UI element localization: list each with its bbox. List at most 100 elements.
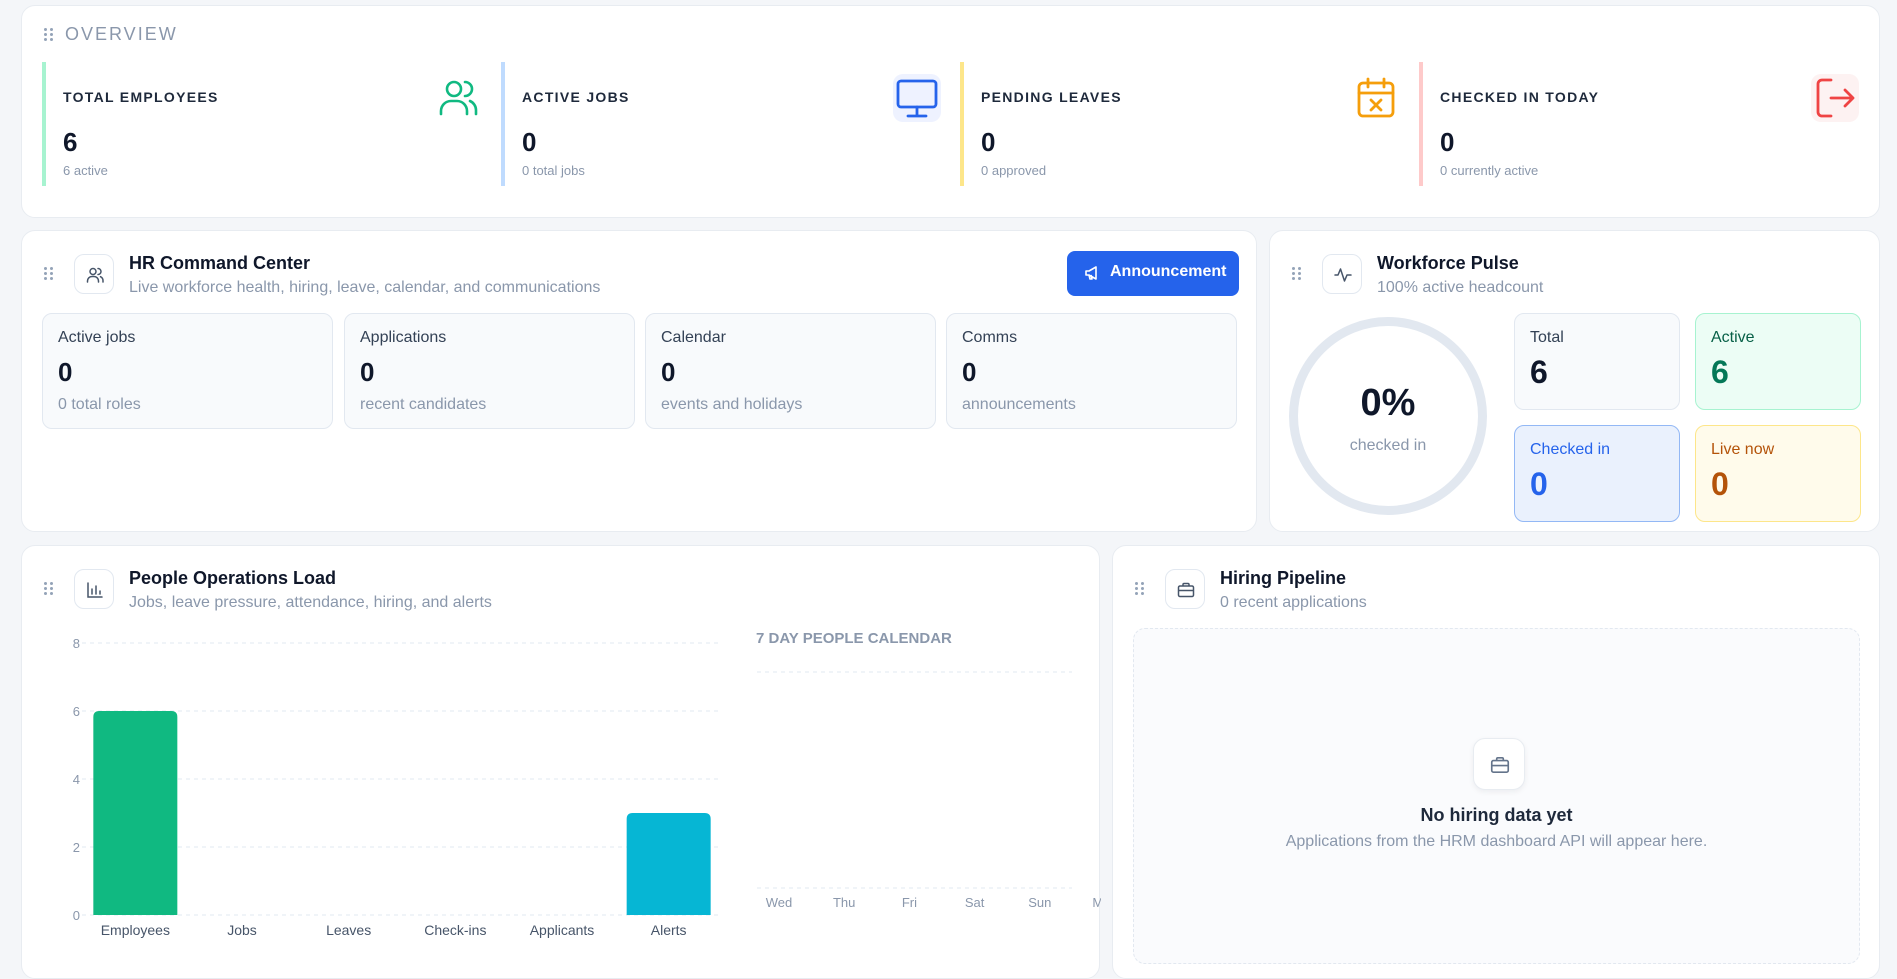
section-title: Hiring Pipeline — [1220, 568, 1347, 588]
drag-handle-icon[interactable] — [1135, 582, 1145, 596]
metric-label: Applications — [360, 329, 447, 346]
stat-pending-leaves[interactable]: PENDING LEAVES 0 0 approved — [960, 62, 1400, 186]
metric-sub: announcements — [962, 396, 1076, 413]
y-tick-label: 0 — [73, 908, 80, 923]
stat-checked-in-today[interactable]: CHECKED IN TODAY 0 0 currently active — [1419, 62, 1859, 186]
tile-value: 6 — [1711, 354, 1729, 390]
stat-sub: 0 approved — [981, 163, 1047, 178]
drag-handle-icon[interactable] — [44, 582, 54, 596]
logout-icon — [1811, 74, 1859, 122]
tile-total: Total 6 — [1514, 313, 1680, 410]
hiring-pipeline: Hiring Pipeline 0 recent applications No… — [1112, 545, 1880, 979]
users-icon — [434, 74, 482, 122]
x-tick-label: Check-ins — [424, 922, 486, 938]
hr-command-center: HR Command Center Live workforce health,… — [21, 230, 1257, 532]
metric-label: Comms — [962, 329, 1018, 346]
calendar-day-label: Sat — [965, 895, 985, 910]
stat-sub: 6 active — [63, 163, 108, 178]
stat-label: ACTIVE JOBS — [522, 89, 630, 105]
section-subtitle: Jobs, leave pressure, attendance, hiring… — [129, 594, 492, 611]
tile-value: 0 — [1530, 466, 1548, 502]
section-title: Workforce Pulse — [1377, 253, 1519, 273]
empty-title: No hiring data yet — [1420, 805, 1573, 825]
megaphone-icon — [1085, 266, 1097, 280]
section-subtitle: Live workforce health, hiring, leave, ca… — [129, 279, 601, 296]
monitor-icon — [893, 74, 941, 122]
workforce-pulse: Workforce Pulse 100% active headcount 0%… — [1269, 230, 1880, 532]
calendar-day-label: Wed — [766, 895, 793, 910]
stat-total-employees[interactable]: TOTAL EMPLOYEES 6 6 active — [42, 62, 482, 186]
section-title: People Operations Load — [129, 568, 337, 588]
drag-handle-icon[interactable] — [44, 28, 54, 42]
stat-sub: 0 total jobs — [522, 163, 585, 178]
stat-value: 0 — [1440, 127, 1455, 157]
metric-value: 0 — [360, 357, 375, 387]
bar-employees — [93, 711, 178, 915]
metric-card-calendar[interactable]: Calendar 0 events and holidays — [645, 313, 936, 429]
drag-handle-icon[interactable] — [44, 267, 54, 281]
empty-subtitle: Applications from the HRM dashboard API … — [1285, 833, 1708, 850]
x-tick-label: Leaves — [326, 922, 371, 938]
section-title: HR Command Center — [129, 253, 311, 273]
checked-in-ring: 0% checked in — [1289, 317, 1487, 515]
calendar-x-icon — [1352, 74, 1400, 122]
metric-card-comms[interactable]: Comms 0 announcements — [946, 313, 1237, 429]
ring-percent: 0% — [1360, 382, 1416, 424]
ring-caption: checked in — [1349, 437, 1427, 454]
y-tick-label: 6 — [73, 704, 80, 719]
calendar-day-label: Sun — [1028, 895, 1051, 910]
people-operations-load: People Operations Load Jobs, leave press… — [21, 545, 1101, 979]
stat-label: CHECKED IN TODAY — [1440, 89, 1600, 105]
calendar-title: 7 DAY PEOPLE CALENDAR — [756, 630, 952, 647]
briefcase-icon — [1473, 738, 1525, 790]
operations-bar-chart: 0 2 4 6 8 Employees Jobs Leaves Check-ins Applica… — [73, 636, 1101, 938]
x-tick-label: Jobs — [227, 922, 257, 938]
stat-value: 0 — [522, 127, 537, 157]
metric-sub: events and holidays — [661, 396, 803, 413]
x-tick-label: Applicants — [530, 922, 595, 938]
metric-value: 0 — [962, 357, 977, 387]
metric-label: Calendar — [661, 329, 726, 346]
calendar-day-label: Fri — [902, 895, 917, 910]
x-tick-label: Alerts — [651, 922, 687, 938]
metric-card-active-jobs[interactable]: Active jobs 0 0 total roles — [42, 313, 333, 429]
tile-active: Active 6 — [1695, 313, 1861, 410]
bar-chart-icon — [74, 569, 114, 609]
bar-alerts — [626, 813, 711, 915]
tile-value: 6 — [1530, 354, 1548, 390]
y-tick-label: 8 — [73, 636, 80, 651]
section-subtitle: 100% active headcount — [1377, 279, 1544, 296]
x-tick-label: Employees — [101, 922, 170, 938]
calendar-day-label: Thu — [833, 895, 855, 910]
stat-label: PENDING LEAVES — [981, 89, 1122, 105]
overview-section: OVERVIEW TOTAL EMPLOYEES 6 6 active ACTI… — [21, 5, 1880, 218]
metric-value: 0 — [661, 357, 676, 387]
stat-sub: 0 currently active — [1440, 163, 1539, 178]
metric-card-applications[interactable]: Applications 0 recent candidates — [344, 313, 635, 429]
overview-title: OVERVIEW — [65, 24, 178, 44]
empty-state: No hiring data yet Applications from the… — [1133, 628, 1860, 964]
tile-label: Total — [1530, 329, 1564, 346]
tile-label: Live now — [1711, 441, 1775, 458]
drag-handle-icon[interactable] — [1292, 267, 1302, 281]
y-tick-label: 2 — [73, 840, 80, 855]
users-icon — [74, 254, 114, 294]
activity-icon — [1322, 254, 1362, 294]
announcement-button-label: Announcement — [1110, 263, 1227, 280]
calendar-day-label: Mon — [1092, 895, 1101, 910]
stat-value: 0 — [981, 127, 996, 157]
stat-value: 6 — [63, 127, 78, 157]
metric-label: Active jobs — [58, 329, 136, 346]
tile-live-now: Live now 0 — [1695, 425, 1861, 522]
y-tick-label: 4 — [73, 772, 80, 787]
briefcase-icon — [1165, 569, 1205, 609]
stat-active-jobs[interactable]: ACTIVE JOBS 0 0 total jobs — [501, 62, 941, 186]
section-subtitle: 0 recent applications — [1220, 594, 1367, 611]
metric-sub: 0 total roles — [58, 396, 141, 413]
announcement-button[interactable]: Announcement — [1067, 251, 1239, 296]
tile-checked-in: Checked in 0 — [1514, 425, 1680, 522]
metric-sub: recent candidates — [360, 396, 487, 413]
metric-value: 0 — [58, 357, 73, 387]
tile-label: Active — [1711, 329, 1755, 346]
tile-value: 0 — [1711, 466, 1729, 502]
